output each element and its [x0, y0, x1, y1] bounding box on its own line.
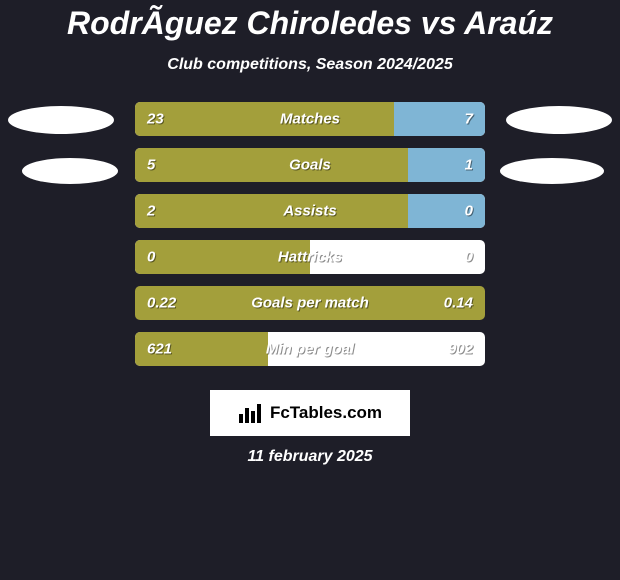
stat-label: Min per goal: [266, 341, 354, 358]
stat-left-fill: [135, 194, 408, 228]
stat-right-fill: [408, 194, 485, 228]
player-right-badge-top: [506, 106, 612, 134]
stat-left-fill: [135, 102, 394, 136]
stat-row: Matches 23 7: [135, 102, 485, 136]
stat-right-value: 0: [465, 249, 473, 266]
page-title: RodrÃ­guez Chiroledes vs Araúz: [0, 5, 620, 42]
stat-label: Hattricks: [278, 249, 342, 266]
stat-left-fill: [135, 148, 408, 182]
date-text: 11 february 2025: [0, 448, 620, 466]
stat-left-value: 5: [147, 157, 155, 174]
comparison-infographic: RodrÃ­guez Chiroledes vs Araúz Club comp…: [0, 0, 620, 466]
stat-right-value: 7: [465, 111, 473, 128]
stat-right-value: 1: [465, 157, 473, 174]
stat-left-value: 0: [147, 249, 155, 266]
player-right-badge-bottom: [500, 158, 604, 184]
subtitle: Club competitions, Season 2024/2025: [0, 56, 620, 74]
player-left-badge-top: [8, 106, 114, 134]
stat-label: Goals: [289, 157, 331, 174]
stat-left-value: 621: [147, 341, 172, 358]
stat-left-value: 2: [147, 203, 155, 220]
stat-row: Assists 2 0: [135, 194, 485, 228]
logo-text: FcTables.com: [270, 403, 382, 423]
stat-row: Min per goal 621 902: [135, 332, 485, 366]
stat-row: Goals per match 0.22 0.14: [135, 286, 485, 320]
stat-label: Goals per match: [251, 295, 369, 312]
stat-right-fill: [408, 148, 485, 182]
stat-left-value: 23: [147, 111, 164, 128]
bars-icon: [238, 402, 264, 424]
stat-bars: Matches 23 7 Goals 5 1 Assists 2 0 Hattricks 0 0 Goa…: [135, 102, 485, 378]
stat-left-value: 0.22: [147, 295, 176, 312]
stat-row: Goals 5 1: [135, 148, 485, 182]
stat-label: Matches: [280, 111, 340, 128]
stat-right-value: 902: [448, 341, 473, 358]
stat-row: Hattricks 0 0: [135, 240, 485, 274]
stat-right-value: 0.14: [444, 295, 473, 312]
source-logo: FcTables.com: [210, 390, 410, 436]
stat-label: Assists: [283, 203, 336, 220]
stat-right-value: 0: [465, 203, 473, 220]
stats-area: Matches 23 7 Goals 5 1 Assists 2 0 Hattricks 0 0 Goa…: [0, 102, 620, 378]
player-left-badge-bottom: [22, 158, 118, 184]
